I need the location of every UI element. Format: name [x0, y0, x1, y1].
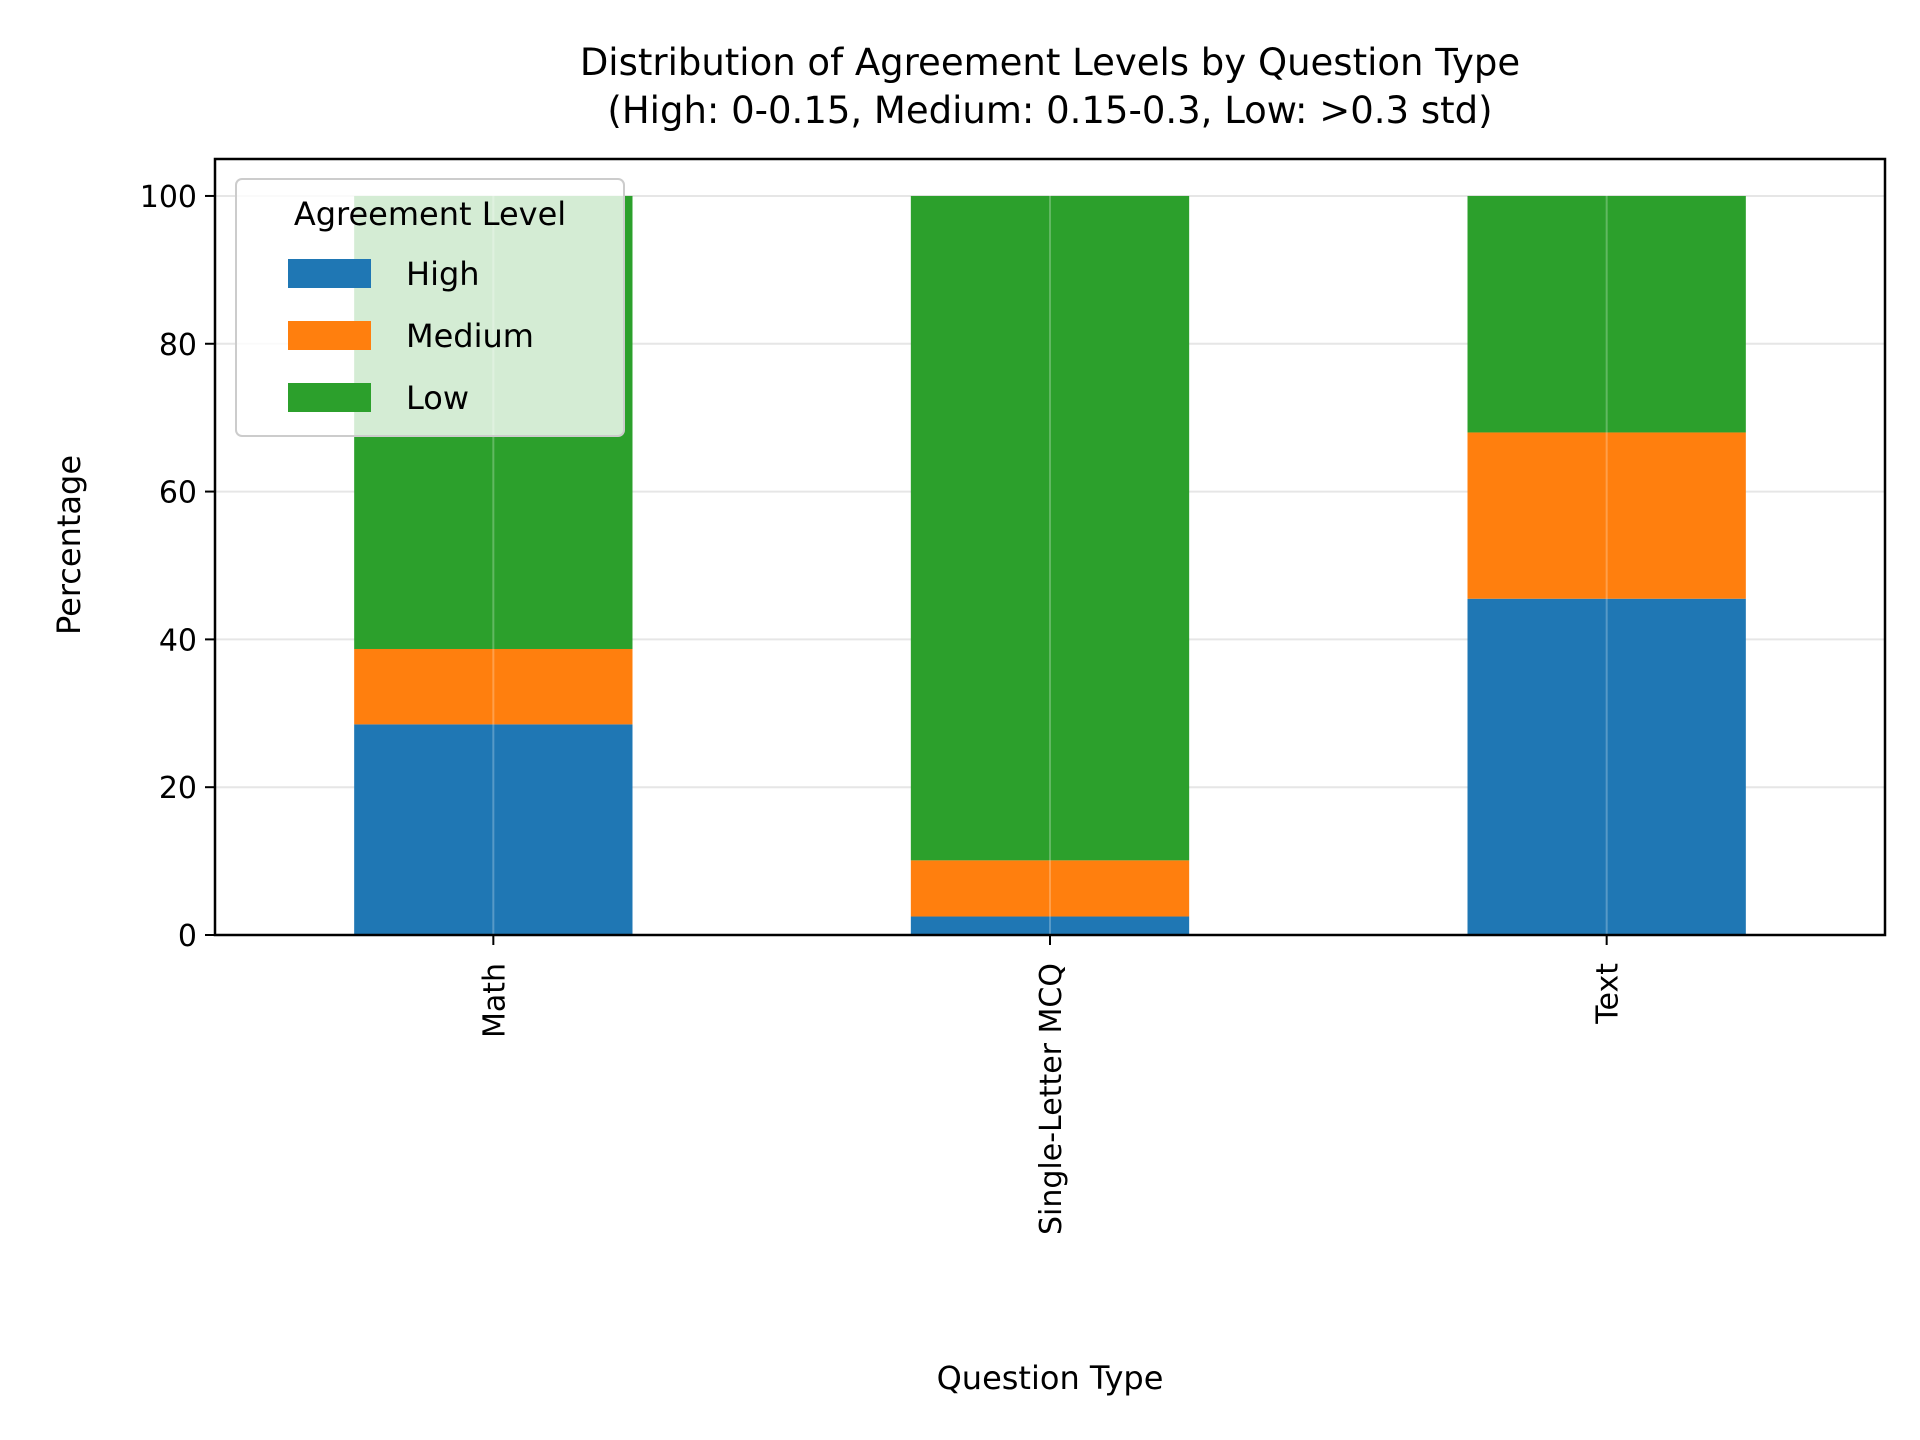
y-tick-label: 80 — [159, 328, 197, 363]
chart-subtitle: (High: 0-0.15, Medium: 0.15-0.3, Low: >0… — [607, 89, 1492, 132]
x-grid-lines — [492, 159, 1608, 935]
y-tick-label: 20 — [159, 771, 197, 806]
legend: Agreement Level High Medium Low — [235, 178, 625, 437]
bar-segment-medium — [1467, 432, 1746, 599]
x-axis-label: Question Type — [937, 1359, 1164, 1397]
legend-label-low: Low — [406, 379, 469, 417]
bar-segment-low — [910, 195, 1190, 861]
legend-swatch-low — [288, 383, 371, 412]
legend-title: Agreement Level — [294, 195, 566, 233]
y-axis-label: Percentage — [50, 455, 88, 635]
y-tick-label: 40 — [159, 623, 197, 658]
chart-title: Distribution of Agreement Levels by Ques… — [580, 41, 1520, 84]
x-tick-label: Single-Letter MCQ — [1034, 963, 1069, 1235]
legend-label-medium: Medium — [406, 317, 534, 355]
y-tick-label: 60 — [159, 476, 197, 511]
legend-swatch-medium — [288, 321, 371, 350]
bar-segment-low — [1467, 195, 1746, 433]
bar-segment-high — [910, 916, 1190, 935]
y-tick-label: 100 — [140, 180, 197, 215]
legend-swatch-high — [288, 259, 371, 288]
bar-segment-high — [354, 724, 633, 935]
legend-box — [235, 178, 625, 437]
x-tick-label: Math — [477, 963, 512, 1038]
legend-label-high: High — [406, 255, 480, 293]
bar-segment-medium — [354, 648, 633, 725]
x-tick-label: Text — [1591, 963, 1626, 1025]
bar-segment-medium — [910, 860, 1190, 917]
y-tick-label: 0 — [178, 919, 197, 954]
axes: 0 20 40 60 80 100 Math Single-Letter MCQ Text — [140, 157, 1887, 1235]
bar-segment-high — [1467, 598, 1746, 935]
